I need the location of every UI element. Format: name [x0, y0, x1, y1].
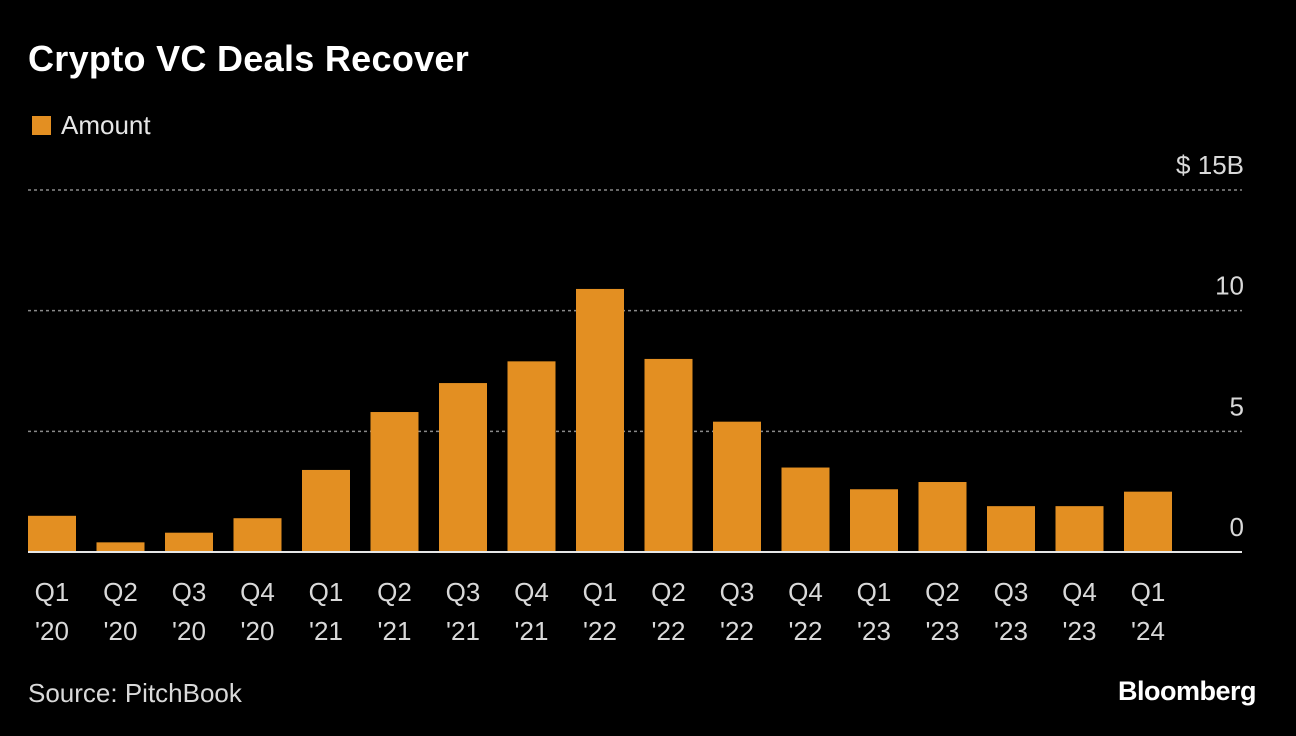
x-tick-label: '20 [241, 616, 275, 646]
x-tick-label: '23 [857, 616, 891, 646]
x-tick-label: '22 [583, 616, 617, 646]
bar [713, 421, 761, 552]
x-tick-label: '20 [35, 616, 69, 646]
x-tick-label: Q1 [309, 577, 344, 607]
bar [576, 288, 624, 552]
bar [233, 518, 282, 552]
x-tick-label: '21 [309, 616, 343, 646]
x-tick-label: '22 [720, 616, 754, 646]
chart-title: Crypto VC Deals Recover [28, 38, 470, 79]
legend-swatch [32, 116, 51, 135]
bar [370, 412, 419, 552]
source-note: Source: PitchBook [28, 678, 242, 708]
bar [96, 542, 145, 552]
bar [1124, 491, 1172, 552]
x-tick-label: '21 [515, 616, 549, 646]
x-tick-label: Q1 [1131, 577, 1166, 607]
x-tick-label: Q4 [514, 577, 549, 607]
x-tick-label: '21 [446, 616, 480, 646]
x-tick-label: Q2 [377, 577, 412, 607]
bar [28, 515, 76, 552]
bar [850, 489, 898, 552]
x-tick-label: '23 [1063, 616, 1097, 646]
x-tick-label: '20 [172, 616, 206, 646]
x-tick-label: Q2 [103, 577, 138, 607]
x-tick-label: Q3 [172, 577, 207, 607]
y-tick-label: 0 [1230, 512, 1244, 542]
x-tick-label: '24 [1131, 616, 1165, 646]
x-tick-label: Q3 [994, 577, 1029, 607]
x-tick-label: Q4 [240, 577, 275, 607]
y-tick-label: 5 [1230, 391, 1244, 421]
x-tick-label: '22 [789, 616, 823, 646]
legend-label: Amount [61, 110, 151, 140]
bloomberg-logo: Bloomberg [1117, 676, 1257, 706]
x-tick-label: Q3 [720, 577, 755, 607]
x-tick-label: Q2 [925, 577, 960, 607]
bar [987, 506, 1035, 552]
x-tick-label: Q1 [35, 577, 70, 607]
bar [918, 482, 967, 552]
x-tick-label: Q4 [1062, 577, 1097, 607]
x-tick-label: Q4 [788, 577, 823, 607]
y-tick-label: $ 15B [1176, 150, 1244, 180]
bar [439, 383, 487, 552]
bar [302, 469, 350, 552]
x-tick-label: '23 [994, 616, 1028, 646]
x-tick-label: '21 [378, 616, 412, 646]
y-tick-label: 10 [1215, 271, 1244, 301]
x-tick-label: '20 [104, 616, 138, 646]
legend: Amount [32, 110, 151, 141]
bar [644, 358, 693, 552]
x-tick-label: '23 [926, 616, 960, 646]
x-tick-label: Q3 [446, 577, 481, 607]
x-tick-label: Q1 [857, 577, 892, 607]
bar [507, 361, 556, 552]
bar [1055, 506, 1104, 552]
x-tick-label: '22 [652, 616, 686, 646]
bar [165, 532, 213, 552]
x-tick-label: Q2 [651, 577, 686, 607]
x-tick-label: Q1 [583, 577, 618, 607]
bar [781, 467, 830, 552]
